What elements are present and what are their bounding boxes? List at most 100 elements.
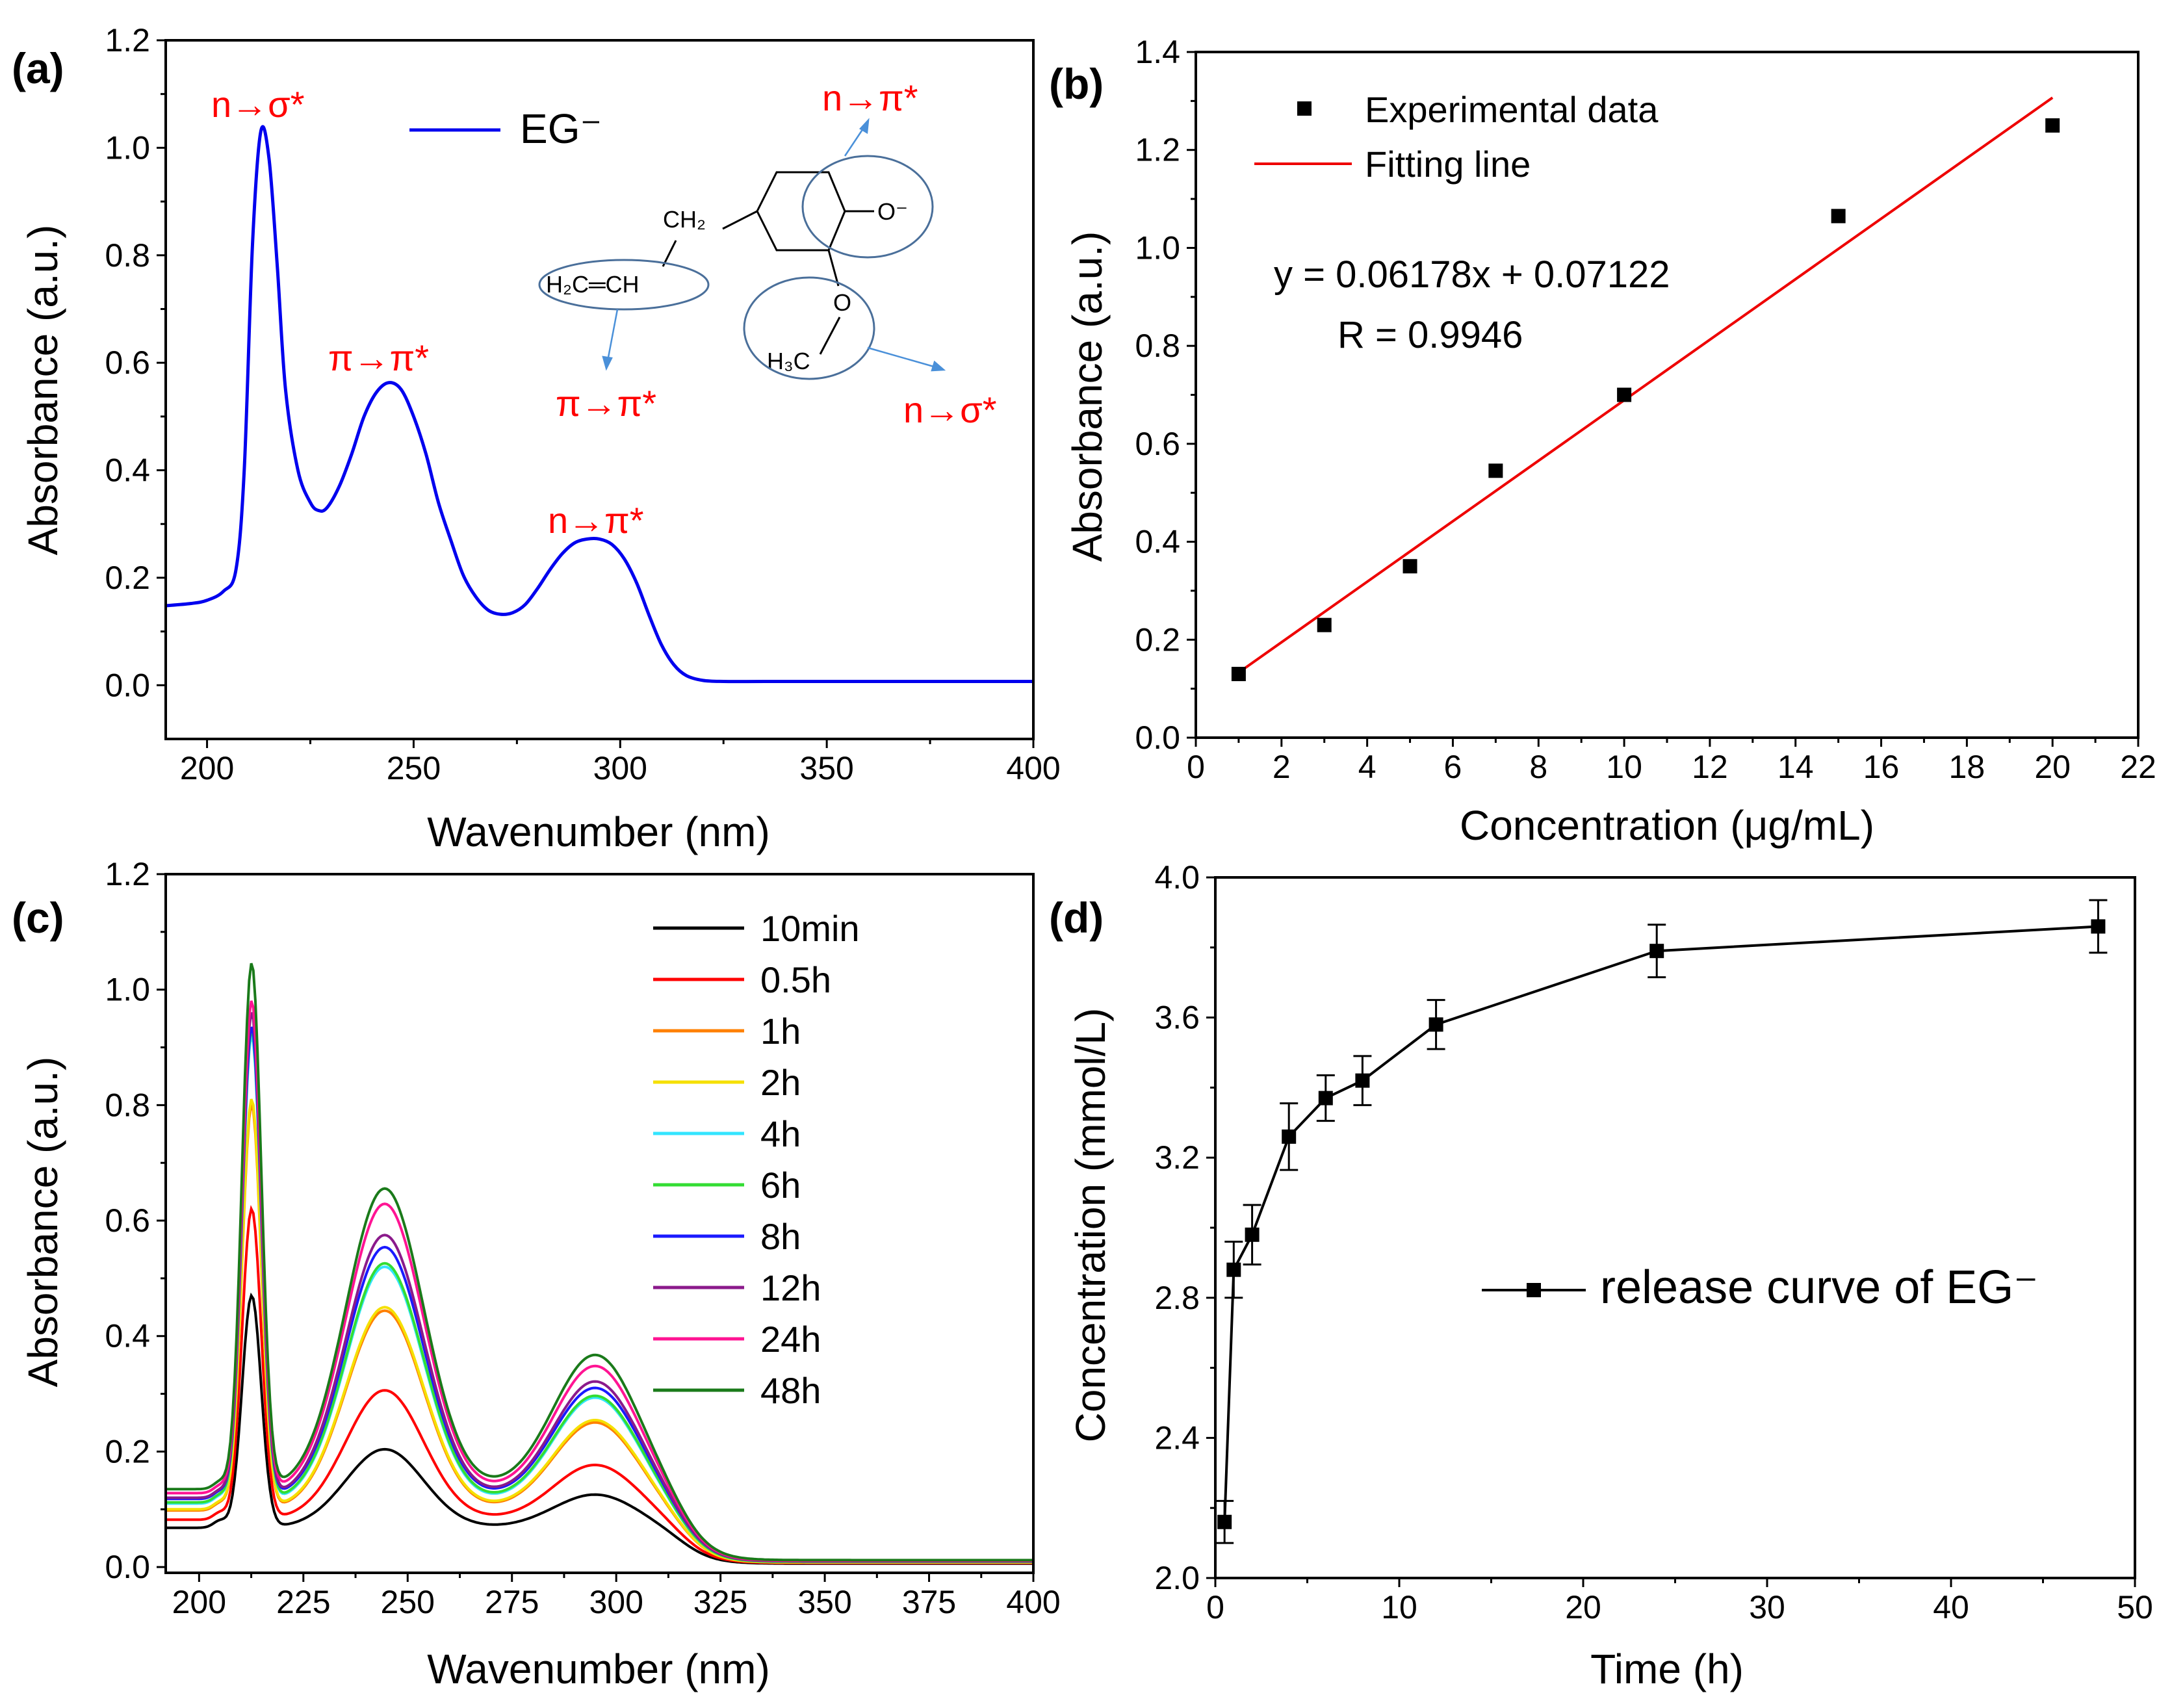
panel-c-legend-label-48h: 48h xyxy=(760,1370,821,1411)
panel-d-plot-area xyxy=(1215,899,2108,1544)
data-point xyxy=(1245,1227,1260,1242)
molecule-label-n-sigma: n→σ* xyxy=(903,389,997,430)
panel-a-series-eg xyxy=(165,125,1033,684)
panel-a-ytick-label: 0.0 xyxy=(105,667,150,703)
molecule-vinyl-label: H₂C═CH xyxy=(546,271,639,298)
panel-c-xtick-label: 325 xyxy=(693,1584,747,1620)
panel-c-legend-label-0.5h: 0.5h xyxy=(760,959,831,1000)
panel-a-ytick-label: 0.8 xyxy=(105,237,150,274)
data-point xyxy=(1318,1091,1333,1106)
panel-d-legend-marker xyxy=(1527,1283,1541,1297)
panel-b-ticks: 0 2 4 6 8 10 12 14 16 18 20 22 0.0 0.2 0.4 0.6 0.8 1.0 1.2… xyxy=(1135,34,2156,785)
panel-c-xtick-label: 225 xyxy=(276,1584,330,1620)
panel-d: 0 10 20 30 40 50 2.0 2.4 2.8 3.2 3.6 4.0 (d) Time (… xyxy=(1049,859,2153,1692)
panel-a-xtick-label: 400 xyxy=(1006,750,1060,786)
panel-c-xtick-label: 300 xyxy=(589,1584,643,1620)
panel-c-legend-label-6h: 6h xyxy=(760,1165,801,1206)
panel-b-ytick-label: 1.2 xyxy=(1135,132,1180,168)
panel-c-legend-label-2h: 2h xyxy=(760,1062,801,1103)
panel-a-xlabel: Wavenumber (nm) xyxy=(427,809,770,855)
data-point xyxy=(2091,919,2106,934)
panel-c-legend-label-10min: 10min xyxy=(760,908,860,949)
panel-c-xlabel: Wavenumber (nm) xyxy=(427,1646,770,1692)
arrow-head-n-sigma xyxy=(931,360,946,372)
data-point xyxy=(1317,617,1332,632)
panel-a-label: (a) xyxy=(12,44,64,92)
release-curve-line xyxy=(1223,925,2099,1522)
methoxy-ellipse xyxy=(743,276,875,380)
panel-c-series-4h xyxy=(166,1035,1033,1564)
panel-d-ytick-label: 3.2 xyxy=(1154,1139,1200,1176)
panel-b-ylabel: Absorbance (a.u.) xyxy=(1064,231,1111,562)
panel-a-xtick-label: 200 xyxy=(180,750,234,786)
panel-b-xlabel: Concentration (μg/mL) xyxy=(1460,802,1874,849)
panel-a-ytick-label: 0.2 xyxy=(105,560,150,596)
panel-a-xtick-label: 250 xyxy=(387,750,441,786)
panel-c-legend: 10min 0.5h 1h 2h 4h 6h 8h 12h 24h 48h xyxy=(653,908,860,1411)
panel-b-plot-area xyxy=(1231,96,2060,682)
panel-b-xtick-label: 10 xyxy=(1606,749,1642,785)
panel-c-series-8h xyxy=(166,1026,1033,1563)
panel-d-ytick-label: 2.0 xyxy=(1154,1560,1200,1596)
panel-c-xtick-label: 375 xyxy=(902,1584,956,1620)
panel-a: 200 250 300 350 400 0.0 0.2 0.4 0.6 0.8 1.0 1.2 (a)… xyxy=(12,22,1061,855)
panel-a-ylabel: Absorbance (a.u.) xyxy=(19,225,66,556)
panel-b-ytick-label: 1.0 xyxy=(1135,229,1180,266)
panel-b-ytick-label: 0.2 xyxy=(1135,621,1180,658)
panel-c-legend-label-12h: 12h xyxy=(760,1267,821,1308)
panel-b-label: (b) xyxy=(1049,60,1104,108)
panel-d-legend-label: release curve of EG⁻ xyxy=(1600,1262,2038,1313)
fit-line xyxy=(1237,96,2054,674)
panel-b-xtick-label: 16 xyxy=(1863,749,1900,785)
panel-a-frame xyxy=(164,39,1035,740)
panel-b-xtick-label: 2 xyxy=(1273,749,1291,785)
panel-c-series-2h xyxy=(166,1098,1033,1564)
panel-c-ylabel: Absorbance (a.u.) xyxy=(19,1057,66,1388)
panel-d-ytick-label: 2.4 xyxy=(1154,1419,1200,1456)
panel-c-legend-label-24h: 24h xyxy=(760,1319,821,1360)
data-point xyxy=(1617,387,1632,402)
panel-a-xtick-label: 300 xyxy=(593,750,647,786)
panel-c-ytick-label: 0.4 xyxy=(105,1318,150,1354)
data-point xyxy=(1355,1073,1370,1088)
bond-ring-ch2 xyxy=(722,210,758,230)
panel-b-xtick-label: 22 xyxy=(2120,749,2156,785)
panel-c-series-12h xyxy=(166,1012,1033,1563)
panel-b-ytick-label: 0.6 xyxy=(1135,426,1180,462)
panel-b-ytick-label: 0.4 xyxy=(1135,524,1180,560)
phenoxide-ellipse xyxy=(801,155,934,259)
panel-a-ticks: 200 250 300 350 400 0.0 0.2 0.4 0.6 0.8 1.0 1.2 xyxy=(105,22,1060,786)
panel-c: 200 225 250 275 300 325 350 375 400 0.0 0.2 0.4 0.6 0… xyxy=(12,856,1061,1692)
panel-d-ylabel: Concentration (mmol/L) xyxy=(1067,1008,1114,1443)
data-point xyxy=(1403,559,1417,574)
panel-c-ytick-label: 0.2 xyxy=(105,1433,150,1469)
panel-b-legend-points: Experimental data xyxy=(1365,89,1659,130)
panel-b-xtick-label: 12 xyxy=(1692,749,1728,785)
panel-c-xtick-label: 250 xyxy=(381,1584,435,1620)
panel-c-xtick-label: 350 xyxy=(797,1584,851,1620)
panel-b-ytick-label: 0.0 xyxy=(1135,719,1180,756)
bond-ring-o xyxy=(827,250,840,287)
arrow-to-n-sigma xyxy=(867,346,937,369)
panel-d-xtick-label: 50 xyxy=(2117,1589,2153,1625)
panel-b-legend-fit: Fitting line xyxy=(1365,144,1531,185)
panel-c-xtick-label: 200 xyxy=(172,1584,226,1620)
panel-b-xtick-label: 14 xyxy=(1778,749,1814,785)
panel-c-ticks: 200 225 250 275 300 325 350 375 400 0.0 0.2 0.4 0.6 0… xyxy=(105,856,1060,1620)
panel-c-series-48h xyxy=(166,963,1033,1562)
panel-c-label: (c) xyxy=(12,894,64,942)
arrow-to-n-pi xyxy=(844,126,866,157)
panel-d-xtick-label: 40 xyxy=(1933,1589,1969,1625)
panel-b-frame xyxy=(1195,51,2140,739)
arrow-head-pi-pi xyxy=(602,356,613,371)
panel-b-legend-marker xyxy=(1297,101,1312,116)
panel-d-ticks: 0 10 20 30 40 50 2.0 2.4 2.8 3.2 3.6 4.0 xyxy=(1154,859,2153,1625)
panel-b-xtick-label: 0 xyxy=(1187,749,1205,785)
panel-b-ytick-label: 0.8 xyxy=(1135,328,1180,364)
panel-d-xtick-label: 0 xyxy=(1206,1589,1224,1625)
molecule-label-pi-pi: π→π* xyxy=(556,383,656,424)
panel-b-xtick-label: 18 xyxy=(1949,749,1985,785)
arrow-to-pi-pi xyxy=(606,309,619,361)
panel-b-xtick-label: 4 xyxy=(1358,749,1377,785)
panel-a-ytick-label: 0.4 xyxy=(105,452,150,489)
